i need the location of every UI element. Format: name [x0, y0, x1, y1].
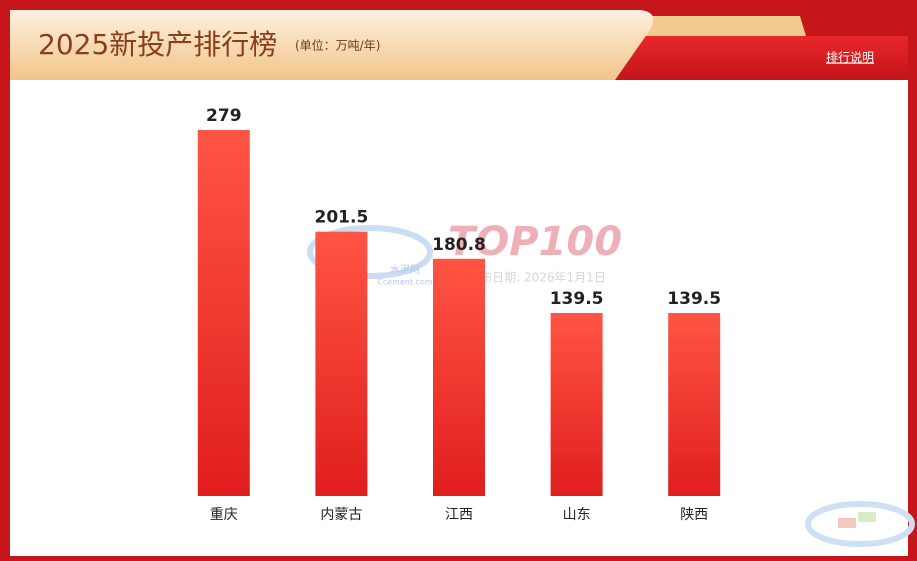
watermark-logo: TOP100 [448, 219, 622, 265]
title-tab [10, 10, 654, 80]
explain-link[interactable]: 排行说明 [826, 50, 874, 65]
bar [197, 130, 250, 496]
corner-logo [805, 501, 915, 547]
value-label: 201.5 [315, 208, 369, 228]
x-tick-label: 内蒙古 [320, 507, 362, 523]
watermark-brand: 水泥网 [390, 263, 420, 276]
watermark-date: 发布日期: 2026年1月1日 [468, 270, 606, 285]
x-tick-label: 山东 [563, 507, 591, 523]
bar [433, 258, 485, 496]
value-label: 139.5 [667, 289, 721, 309]
bar [668, 313, 721, 496]
x-tick-label: 重庆 [210, 507, 238, 523]
red-tab [605, 36, 908, 80]
bar [315, 231, 368, 496]
corner-logo-block [838, 518, 856, 528]
chart-title: 2025新投产排行榜 [38, 28, 277, 61]
watermark-site: Ccement.com [377, 278, 433, 287]
x-tick-label: 江西 [445, 507, 473, 523]
corner-logo-block [858, 512, 876, 522]
bar [550, 313, 603, 496]
value-label: 139.5 [550, 289, 604, 309]
watermark: TOP100 发布日期: 2026年1月1日 水泥网 Ccement.com [307, 219, 622, 287]
x-tick-label: 陕西 [680, 507, 708, 523]
value-label: 180.8 [432, 235, 486, 255]
subtitle: (单位：万吨/年) [295, 38, 380, 53]
watermark-ring [307, 225, 433, 279]
value-label: 279 [206, 106, 242, 126]
